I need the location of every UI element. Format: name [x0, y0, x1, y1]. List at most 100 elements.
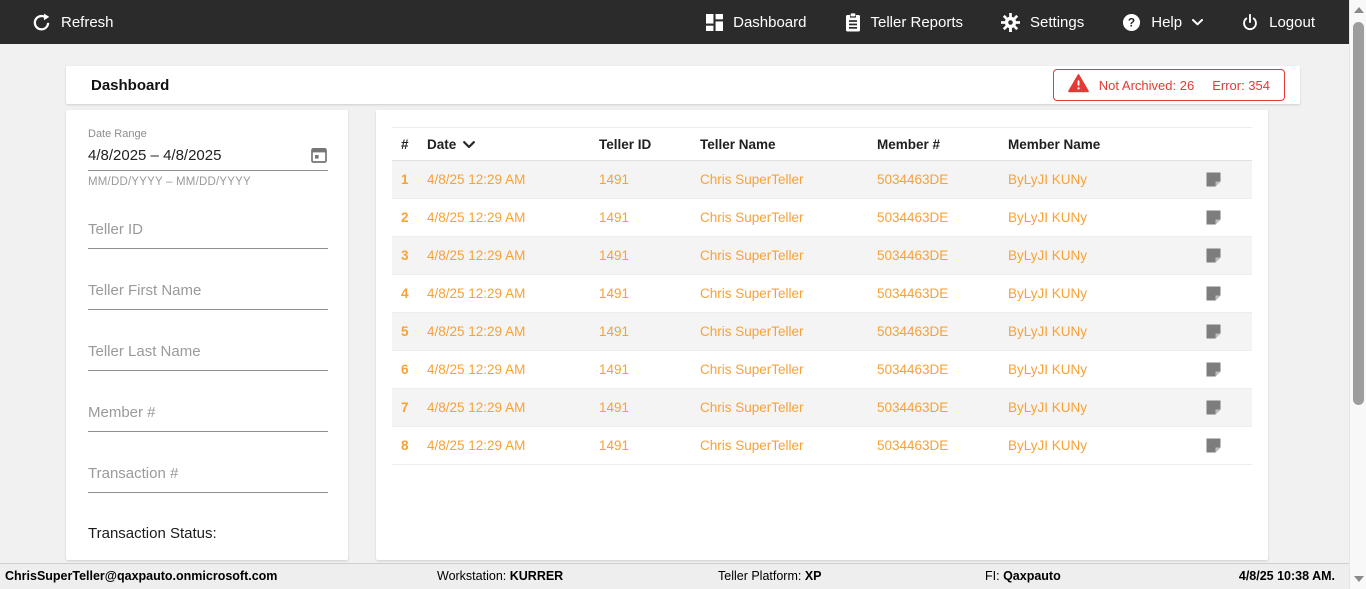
status-datetime: 4/8/25 10:38 AM. — [1238, 569, 1335, 583]
note-icon[interactable] — [1206, 438, 1221, 453]
note-icon[interactable] — [1206, 172, 1221, 187]
nav-teller-reports[interactable]: Teller Reports — [845, 12, 963, 32]
col-date-label: Date — [427, 136, 457, 152]
note-icon[interactable] — [1206, 210, 1221, 225]
cell-num: 6 — [401, 362, 409, 377]
col-teller-name: Teller Name — [700, 136, 776, 152]
dashboard-icon — [706, 13, 724, 31]
cell-member-name: ByLyJI KUNy — [1008, 286, 1088, 301]
teller-first-name-field — [88, 282, 328, 310]
fi-value: Qaxpauto — [1003, 569, 1061, 583]
svg-text:?: ? — [1128, 15, 1135, 29]
transaction-number-field — [88, 465, 328, 493]
table-body: 1 4/8/25 12:29 AM 1491 Chris SuperTeller 503… — [392, 161, 1252, 465]
nav-logout[interactable]: Logout — [1241, 13, 1315, 32]
teller-first-name-input[interactable] — [88, 282, 328, 310]
sort-desc-icon — [463, 137, 476, 152]
table-row[interactable]: 7 4/8/25 12:29 AM 1491 Chris SuperTeller 503… — [392, 389, 1252, 427]
workstation-label: Workstation: — [437, 569, 507, 583]
status-workstation: Workstation: KURRER — [437, 569, 563, 583]
nav-help[interactable]: ? Help — [1122, 13, 1204, 32]
table-row[interactable]: 1 4/8/25 12:29 AM 1491 Chris SuperTeller 503… — [392, 161, 1252, 199]
cell-date: 4/8/25 12:29 AM — [427, 324, 526, 339]
calendar-icon[interactable] — [310, 146, 328, 164]
cell-actions — [1206, 400, 1252, 415]
vertical-scrollbar[interactable] — [1349, 0, 1366, 589]
cell-actions — [1206, 210, 1252, 225]
table-row[interactable]: 6 4/8/25 12:29 AM 1491 Chris SuperTeller 503… — [392, 351, 1252, 389]
teller-last-name-input[interactable] — [88, 343, 328, 371]
member-number-input[interactable] — [88, 404, 328, 432]
scroll-up-icon[interactable] — [1354, 7, 1364, 13]
table-header: # Date Teller ID Teller Name Member # Me… — [392, 127, 1252, 161]
cell-member-number: 5034463DE — [877, 172, 949, 187]
cell-member-name: ByLyJI KUNy — [1008, 210, 1088, 225]
table-row[interactable]: 5 4/8/25 12:29 AM 1491 Chris SuperTeller 503… — [392, 313, 1252, 351]
status-fi: FI: Qaxpauto — [985, 569, 1061, 583]
cell-date: 4/8/25 12:29 AM — [427, 248, 526, 263]
cell-num: 5 — [401, 324, 409, 339]
cell-actions — [1206, 438, 1252, 453]
cell-num: 1 — [401, 172, 409, 187]
cell-num: 4 — [401, 286, 409, 301]
cell-teller-name: Chris SuperTeller — [700, 210, 804, 225]
alert-badge[interactable]: Not Archived: 26 Error: 354 — [1052, 69, 1285, 101]
note-icon[interactable] — [1206, 362, 1221, 377]
cell-teller-id: 1491 — [599, 362, 630, 377]
transaction-number-input[interactable] — [88, 465, 328, 493]
teller-id-input[interactable] — [88, 221, 328, 249]
status-bar: ChrisSuperTeller@qaxpauto.onmicrosoft.co… — [0, 563, 1349, 589]
filter-sidebar: Date Range MM/DD/YYYY – MM/DD/YYYY Trans… — [66, 110, 348, 560]
table-row[interactable]: 2 4/8/25 12:29 AM 1491 Chris SuperTeller 503… — [392, 199, 1252, 237]
table-row[interactable]: 3 4/8/25 12:29 AM 1491 Chris SuperTeller 503… — [392, 237, 1252, 275]
cell-teller-id: 1491 — [599, 210, 630, 225]
cell-member-name: ByLyJI KUNy — [1008, 400, 1088, 415]
platform-value: XP — [804, 569, 822, 583]
logout-label: Logout — [1269, 13, 1315, 31]
cell-teller-name: Chris SuperTeller — [700, 324, 804, 339]
col-member-number: Member # — [877, 136, 941, 152]
note-icon[interactable] — [1206, 400, 1221, 415]
refresh-icon — [32, 13, 51, 32]
status-platform: Teller Platform: XP — [718, 569, 822, 583]
cell-actions — [1206, 286, 1252, 301]
nav-dashboard[interactable]: Dashboard — [706, 13, 807, 31]
scroll-down-icon[interactable] — [1354, 576, 1364, 582]
teller-last-name-field — [88, 343, 328, 371]
note-icon[interactable] — [1206, 248, 1221, 263]
nav-settings[interactable]: Settings — [1001, 12, 1084, 32]
cell-teller-name: Chris SuperTeller — [700, 248, 804, 263]
cell-date: 4/8/25 12:29 AM — [427, 286, 526, 301]
cell-member-name: ByLyJI KUNy — [1008, 248, 1088, 263]
status-user: ChrisSuperTeller@qaxpauto.onmicrosoft.co… — [5, 569, 278, 583]
cell-date: 4/8/25 12:29 AM — [427, 400, 526, 415]
date-range-input[interactable] — [88, 146, 310, 164]
date-range-label: Date Range — [88, 128, 147, 140]
cell-member-name: ByLyJI KUNy — [1008, 438, 1088, 453]
cell-teller-id: 1491 — [599, 172, 630, 187]
col-member-name: Member Name — [1008, 136, 1101, 152]
cell-actions — [1206, 248, 1252, 263]
table-row[interactable]: 4 4/8/25 12:29 AM 1491 Chris SuperTeller 503… — [392, 275, 1252, 313]
member-number-field — [88, 404, 328, 432]
cell-actions — [1206, 324, 1252, 339]
transactions-panel: # Date Teller ID Teller Name Member # Me… — [376, 110, 1268, 560]
cell-num: 2 — [401, 210, 409, 225]
cell-member-number: 5034463DE — [877, 438, 949, 453]
cell-member-number: 5034463DE — [877, 324, 949, 339]
col-date[interactable]: Date — [427, 137, 599, 152]
cell-teller-name: Chris SuperTeller — [700, 438, 804, 453]
refresh-button[interactable]: Refresh — [32, 13, 114, 32]
cell-member-number: 5034463DE — [877, 210, 949, 225]
cell-member-number: 5034463DE — [877, 248, 949, 263]
note-icon[interactable] — [1206, 286, 1221, 301]
page-title: Dashboard — [91, 76, 170, 94]
cell-member-number: 5034463DE — [877, 362, 949, 377]
table-row[interactable]: 8 4/8/25 12:29 AM 1491 Chris SuperTeller 503… — [392, 427, 1252, 465]
scrollbar-thumb[interactable] — [1353, 22, 1364, 405]
cell-member-name: ByLyJI KUNy — [1008, 172, 1088, 187]
note-icon[interactable] — [1206, 324, 1221, 339]
cell-date: 4/8/25 12:29 AM — [427, 172, 526, 187]
cell-member-name: ByLyJI KUNy — [1008, 324, 1088, 339]
cell-num: 7 — [401, 400, 409, 415]
